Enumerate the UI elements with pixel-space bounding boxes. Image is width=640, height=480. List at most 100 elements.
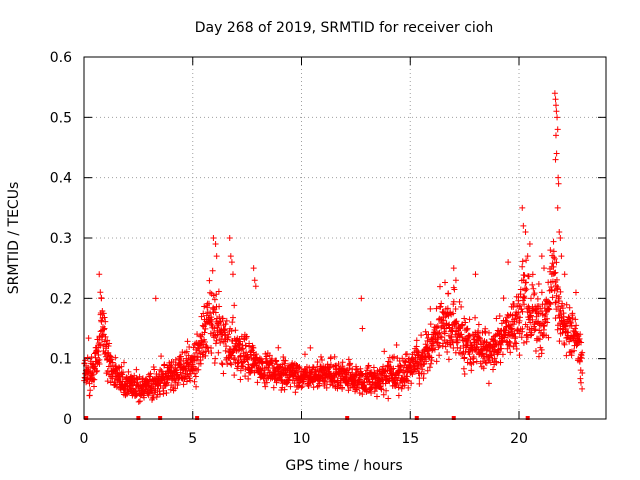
- data-point: [529, 271, 536, 278]
- data-point: [217, 339, 224, 346]
- data-point: [273, 357, 280, 364]
- data-point: [528, 331, 535, 338]
- data-point: [423, 358, 430, 365]
- data-point: [420, 361, 427, 368]
- data-point: [578, 355, 585, 362]
- data-point: [216, 314, 223, 321]
- data-point: [427, 360, 434, 367]
- data-point: [552, 96, 559, 103]
- y-tick-label: 0.4: [50, 171, 72, 187]
- data-point: [450, 265, 457, 272]
- data-point: [173, 371, 180, 378]
- data-point: [477, 336, 484, 343]
- data-point: [262, 383, 269, 390]
- y-axis-label: SRMTID / TECUs: [6, 182, 22, 295]
- data-point: [516, 314, 523, 321]
- data-point: [427, 321, 434, 328]
- data-point: [448, 334, 455, 341]
- data-point: [488, 352, 495, 359]
- data-point: [202, 325, 209, 332]
- x-tick-labels: 0 5 10 15 20: [80, 431, 528, 447]
- data-point: [194, 331, 201, 338]
- data-point: [529, 281, 536, 288]
- data-point: [356, 384, 363, 391]
- data-point: [567, 318, 574, 325]
- data-point: [262, 350, 269, 357]
- data-point: [519, 263, 526, 270]
- data-point: [282, 357, 289, 364]
- data-point: [263, 379, 270, 386]
- data-point: [161, 361, 168, 368]
- data-point: [398, 385, 405, 392]
- data-point: [457, 345, 464, 352]
- data-point: [527, 312, 534, 319]
- data-point: [577, 375, 584, 382]
- data-point: [332, 363, 339, 370]
- data-point: [102, 318, 109, 325]
- data-point: [227, 253, 234, 260]
- axis-marker: [525, 416, 530, 420]
- grid: [84, 57, 606, 419]
- data-point: [151, 366, 158, 373]
- data-point: [409, 371, 416, 378]
- data-point: [368, 389, 375, 396]
- y-tick-label: 0.1: [50, 352, 72, 368]
- data-point: [485, 380, 492, 387]
- data-point: [228, 361, 235, 368]
- data-point: [208, 350, 215, 357]
- data-point: [242, 342, 249, 349]
- data-point: [545, 334, 552, 341]
- data-point: [519, 325, 526, 332]
- data-point: [536, 336, 543, 343]
- data-point: [98, 295, 105, 302]
- data-point: [566, 315, 573, 322]
- data-point: [176, 361, 183, 368]
- data-point: [251, 277, 258, 284]
- data-point: [572, 289, 579, 296]
- data-point: [195, 366, 202, 373]
- data-point: [577, 331, 584, 338]
- data-point: [554, 126, 561, 133]
- data-point: [383, 387, 390, 394]
- data-point: [96, 271, 103, 278]
- data-point: [551, 255, 558, 262]
- data-point: [237, 338, 244, 345]
- data-point: [453, 318, 460, 325]
- data-point: [359, 391, 366, 398]
- data-point: [228, 259, 235, 266]
- data-point: [554, 114, 561, 121]
- data-point: [307, 344, 314, 351]
- data-point: [213, 253, 220, 260]
- data-point: [228, 352, 235, 359]
- data-point: [510, 301, 517, 308]
- data-point: [450, 310, 457, 317]
- data-point: [225, 333, 232, 340]
- data-point: [445, 290, 452, 297]
- data-point: [242, 373, 249, 380]
- data-point: [542, 311, 549, 318]
- data-point: [461, 354, 468, 361]
- y-tick-labels: 0 0.1 0.2 0.3 0.4 0.5 0.6: [50, 50, 72, 428]
- data-point: [191, 378, 198, 385]
- data-point: [219, 315, 226, 322]
- data-point: [552, 315, 559, 322]
- data-point: [423, 344, 430, 351]
- data-point: [377, 385, 384, 392]
- data-point: [390, 365, 397, 372]
- data-point: [544, 319, 551, 326]
- data-point: [149, 395, 156, 402]
- data-point: [438, 334, 445, 341]
- data-point: [183, 378, 190, 385]
- data-point: [413, 343, 420, 350]
- data-point: [452, 277, 459, 284]
- data-point: [498, 345, 505, 352]
- data-point: [507, 321, 514, 328]
- data-point: [571, 347, 578, 354]
- data-point: [527, 313, 534, 320]
- data-point: [91, 376, 98, 383]
- data-point: [527, 332, 534, 339]
- data-point: [253, 351, 260, 358]
- data-point: [414, 365, 421, 372]
